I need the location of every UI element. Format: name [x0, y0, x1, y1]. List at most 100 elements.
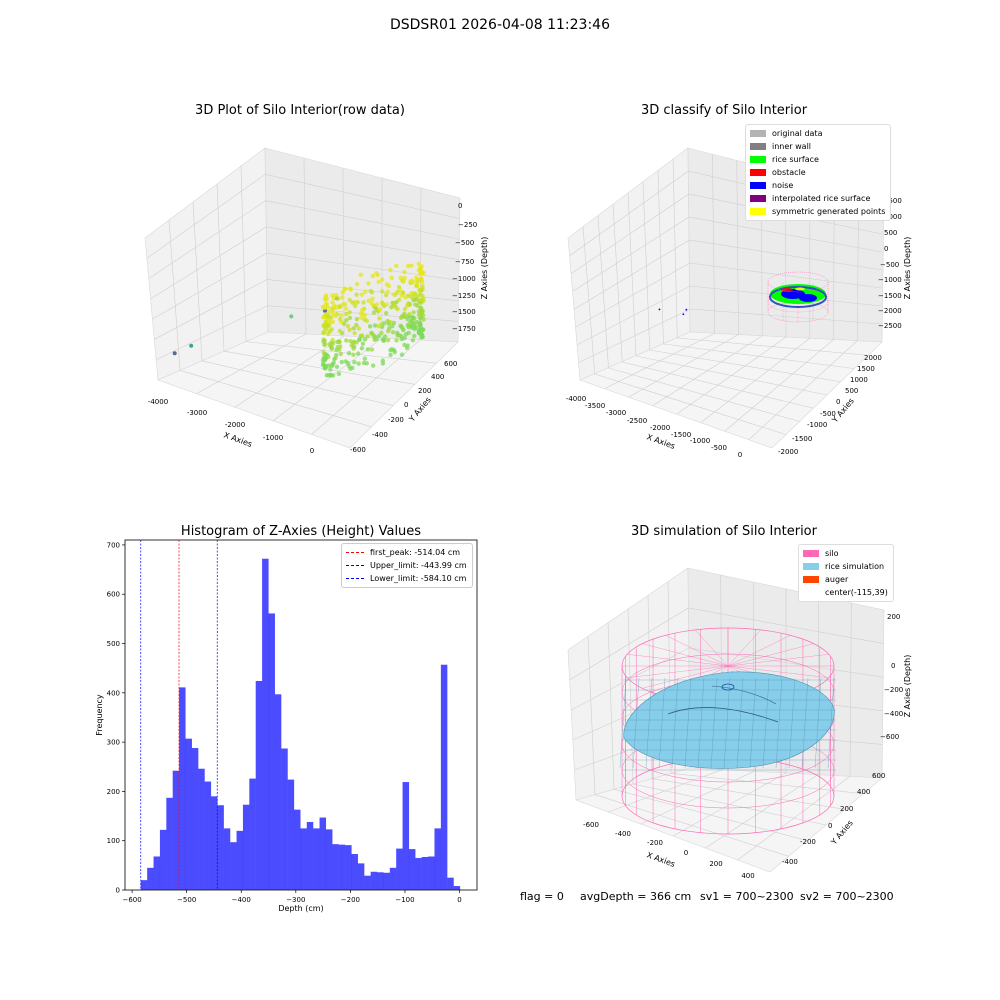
data-point	[365, 347, 371, 352]
gridline	[569, 607, 884, 681]
legend-label: center(-115,39)	[825, 588, 888, 597]
panel1-xtick: 0	[310, 447, 314, 455]
data-point	[337, 347, 342, 352]
legend-swatch	[750, 130, 766, 137]
histogram-bar	[230, 842, 237, 890]
data-point	[338, 313, 344, 318]
data-point	[389, 305, 394, 310]
data-point	[329, 340, 334, 345]
legend-entry: Lower_limit: -584.10 cm	[346, 572, 467, 585]
panel3-xtick-label: −200	[341, 896, 360, 904]
silo-roof-rib	[727, 629, 761, 667]
silo-roof-rib	[727, 643, 814, 667]
legend-swatch	[750, 208, 766, 215]
panel4-ytick: 200	[840, 805, 853, 813]
legend-entry: first_peak: -514.04 cm	[346, 546, 467, 559]
panel4-title: 3D simulation of Silo Interior	[631, 524, 817, 539]
legend-swatch	[803, 589, 819, 596]
panel2-gridlines	[569, 154, 883, 440]
data-point	[326, 318, 332, 323]
legend-label: original data	[772, 129, 823, 138]
data-point	[323, 295, 328, 301]
panel1-title: 3D Plot of Silo Interior(row data)	[195, 103, 405, 118]
data-point	[411, 310, 416, 315]
gridline	[234, 335, 345, 408]
gridline	[635, 355, 828, 396]
panel2-ztick: 500	[884, 229, 897, 237]
gridline	[201, 360, 394, 406]
gridline	[627, 608, 634, 785]
panel3-xtick-label: −500	[177, 896, 196, 904]
panel3-bars	[140, 558, 461, 890]
panel4-pane-left	[567, 567, 691, 801]
gridline	[594, 794, 789, 857]
data-point	[383, 292, 389, 298]
data-point	[421, 317, 426, 322]
data-point	[371, 310, 377, 315]
data-point	[370, 273, 376, 279]
data-point	[364, 361, 370, 366]
histogram-bar	[383, 872, 390, 890]
gridline	[632, 783, 827, 826]
silo-roof-rib	[642, 643, 729, 667]
panel4-ztick: 200	[887, 613, 900, 621]
histogram-bar	[428, 856, 435, 890]
legend-entry: rice simulation	[803, 560, 888, 573]
data-point	[395, 330, 400, 336]
data-point	[365, 334, 370, 339]
legend-label: symmetric generated points	[772, 207, 886, 216]
histogram-bar	[306, 821, 314, 890]
panel2-xtick: 0	[738, 451, 742, 459]
panel1-ytick: -600	[350, 446, 366, 454]
data-point	[386, 328, 391, 334]
gridline	[579, 308, 882, 363]
silo-roof-rib	[727, 654, 829, 667]
data-point	[418, 276, 424, 281]
gridline	[273, 337, 383, 422]
panel1-data-points	[172, 261, 426, 378]
histogram-bar	[281, 748, 288, 890]
histogram-bar	[153, 856, 161, 890]
panel3-legend: first_peak: -514.04 cm Upper_limit: -443…	[341, 543, 473, 588]
data-point	[369, 290, 375, 295]
data-point	[351, 346, 356, 351]
data-point	[381, 338, 386, 344]
data-point	[403, 331, 409, 337]
data-point	[390, 323, 395, 329]
histogram-bar	[402, 782, 410, 890]
legend-line-swatch	[346, 565, 364, 566]
data-point	[372, 323, 378, 328]
gridline	[152, 252, 459, 320]
data-point	[410, 338, 416, 343]
data-point	[415, 303, 420, 308]
panel4-xtick: -400	[615, 830, 631, 838]
data-point	[388, 352, 393, 358]
legend-entry: Upper_limit: -443.99 cm	[346, 559, 467, 572]
histogram-bar	[140, 880, 148, 890]
gridline	[156, 305, 459, 360]
panel4-ylabel: Y Axies	[829, 818, 855, 847]
data-point	[418, 265, 423, 270]
panel1-ztick: −1000	[452, 275, 476, 283]
data-point	[335, 296, 341, 301]
data-point	[402, 342, 407, 348]
silo-roof-rib	[627, 665, 729, 678]
panel2-ytick: 1500	[857, 365, 875, 373]
panel4-ytick: -400	[782, 858, 798, 866]
panel4-xlabel: X Axies	[645, 850, 676, 869]
data-point	[359, 315, 364, 320]
data-point	[409, 278, 415, 283]
panel2-xtick: -2000	[650, 424, 670, 432]
histogram-bar	[255, 680, 263, 890]
legend-line-swatch	[346, 578, 364, 579]
data-point	[320, 362, 326, 367]
legend-label: Upper_limit: -443.99 cm	[370, 561, 467, 570]
legend-entry: interpolated rice surface	[750, 192, 885, 205]
panel4-xtick: 400	[741, 872, 754, 880]
data-point	[331, 360, 336, 365]
data-point	[344, 338, 349, 343]
histogram-bar	[249, 778, 256, 890]
panel4-ztick: −400	[884, 710, 903, 718]
histogram-bar	[338, 844, 346, 890]
data-point	[340, 302, 346, 307]
